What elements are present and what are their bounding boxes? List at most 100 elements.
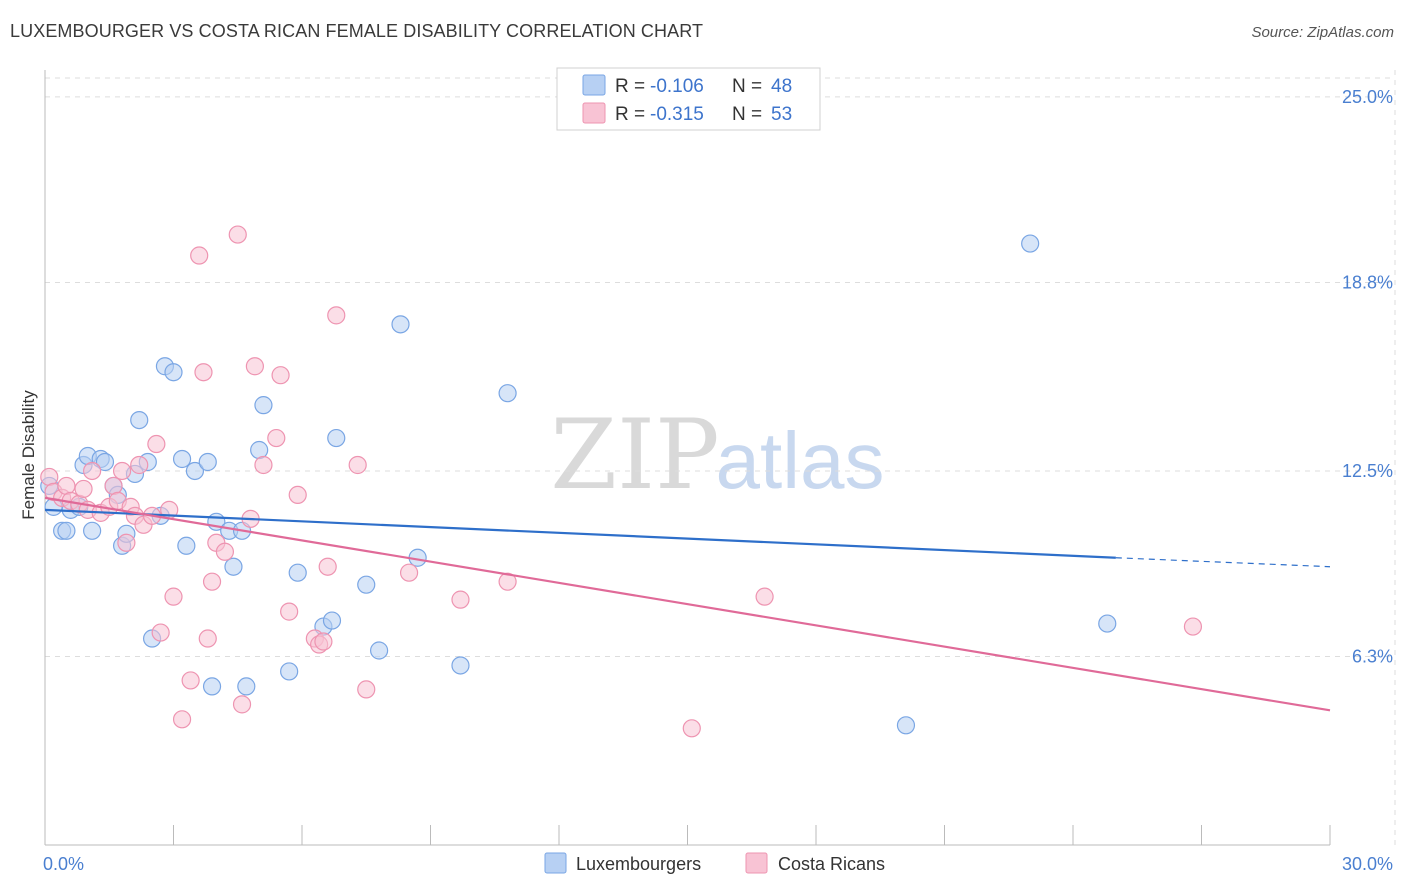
data-point xyxy=(198,452,217,472)
tick-labels: 6.3% 12.5% 18.8% 25.0% 0.0% 30.0% xyxy=(43,87,1393,874)
y-tick-label: 6.3% xyxy=(1352,646,1393,666)
data-point xyxy=(104,476,123,496)
x-tick-label: 30.0% xyxy=(1342,854,1393,874)
watermark: ZIP atlas xyxy=(550,399,884,511)
data-point xyxy=(190,246,209,265)
data-point xyxy=(172,710,192,729)
data-point xyxy=(357,680,376,699)
y-tick-label: 12.5% xyxy=(1342,461,1393,481)
trend-line-costa-ricans xyxy=(44,496,1331,712)
data-point xyxy=(215,542,234,561)
data-point xyxy=(254,396,273,415)
bottom-legend-swatch-luxembourgers xyxy=(544,852,567,874)
data-point xyxy=(198,629,217,648)
legend-r-label-1: R = xyxy=(615,76,645,97)
data-point xyxy=(1183,617,1203,636)
data-point xyxy=(399,563,419,582)
data-point xyxy=(288,563,307,582)
data-point xyxy=(370,641,389,660)
data-point xyxy=(267,428,286,448)
data-point xyxy=(327,428,346,448)
data-point xyxy=(318,557,337,576)
data-point xyxy=(117,533,136,552)
legend-swatch-costa-ricans xyxy=(582,102,606,124)
data-point xyxy=(228,225,247,244)
data-point xyxy=(498,384,517,403)
data-point xyxy=(164,587,183,606)
data-point xyxy=(112,461,132,481)
data-point xyxy=(224,557,243,576)
data-point xyxy=(327,306,346,325)
data-point xyxy=(896,716,916,735)
data-point xyxy=(254,455,273,475)
bottom-legend-costa-ricans: Costa Ricans xyxy=(778,854,885,874)
legend-r-value-2: -0.315 xyxy=(650,104,704,125)
data-point xyxy=(40,467,59,487)
legend-swatch-luxembourgers xyxy=(582,74,606,96)
y-axis-label: Female Disability xyxy=(19,390,38,520)
data-point xyxy=(391,315,410,334)
data-point xyxy=(232,695,252,714)
data-point xyxy=(755,587,774,606)
data-point xyxy=(682,719,701,738)
data-points xyxy=(40,225,1203,738)
watermark-atlas: atlas xyxy=(716,416,885,505)
data-point xyxy=(322,611,342,630)
data-point xyxy=(74,479,93,499)
data-point xyxy=(1098,614,1117,633)
data-point xyxy=(498,572,517,591)
data-point xyxy=(288,485,307,505)
data-point xyxy=(245,357,264,376)
data-point xyxy=(280,602,299,621)
data-point xyxy=(194,363,213,382)
series-costa-ricans xyxy=(40,225,1203,738)
data-point xyxy=(177,536,196,555)
data-point xyxy=(57,521,76,540)
data-point xyxy=(83,521,102,540)
legend: R = -0.106 N = 48 R = -0.315 N = 53 xyxy=(556,67,821,131)
watermark-zip: ZIP xyxy=(550,399,719,511)
data-point xyxy=(185,461,205,481)
data-point xyxy=(451,590,470,609)
trend-line-luxembourgers xyxy=(44,508,1116,559)
data-point xyxy=(357,575,376,594)
data-point xyxy=(250,440,269,460)
data-point xyxy=(271,366,290,385)
data-point xyxy=(57,476,76,496)
data-point xyxy=(202,572,222,591)
y-tick-label: 25.0% xyxy=(1342,87,1393,107)
data-point xyxy=(83,461,102,481)
data-point xyxy=(147,434,166,454)
legend-n-value-2: 53 xyxy=(771,104,792,125)
data-point xyxy=(172,449,192,469)
legend-r-label-2: R = xyxy=(615,104,645,125)
data-point xyxy=(348,455,367,475)
data-point xyxy=(314,632,333,651)
trend-lines xyxy=(44,496,1331,712)
data-point xyxy=(280,662,299,681)
bottom-legend-swatch-costa-ricans xyxy=(745,852,768,874)
legend-n-label-2: N = xyxy=(732,104,762,125)
legend-n-label-1: N = xyxy=(732,76,762,97)
axes xyxy=(44,70,1331,846)
legend-r-value-1: -0.106 xyxy=(650,76,704,97)
data-point xyxy=(95,452,115,472)
data-point xyxy=(151,623,170,642)
data-point xyxy=(130,455,149,475)
data-point xyxy=(164,363,183,382)
data-point xyxy=(451,656,470,675)
legend-n-value-1: 48 xyxy=(771,76,792,97)
data-point xyxy=(1021,234,1040,253)
bottom-legend: Luxembourgers Costa Ricans xyxy=(544,852,885,874)
source-label: Source: ZipAtlas.com xyxy=(1251,24,1394,41)
bottom-legend-luxembourgers: Luxembourgers xyxy=(576,854,701,874)
y-tick-label: 18.8% xyxy=(1342,272,1393,292)
x-tick-label: 0.0% xyxy=(43,854,84,874)
data-point xyxy=(237,677,256,696)
data-point xyxy=(130,410,149,430)
data-point xyxy=(202,677,222,696)
chart-title: LUXEMBOURGER VS COSTA RICAN FEMALE DISAB… xyxy=(10,21,704,41)
trend-line-extension xyxy=(1115,557,1331,568)
data-point xyxy=(181,671,200,690)
